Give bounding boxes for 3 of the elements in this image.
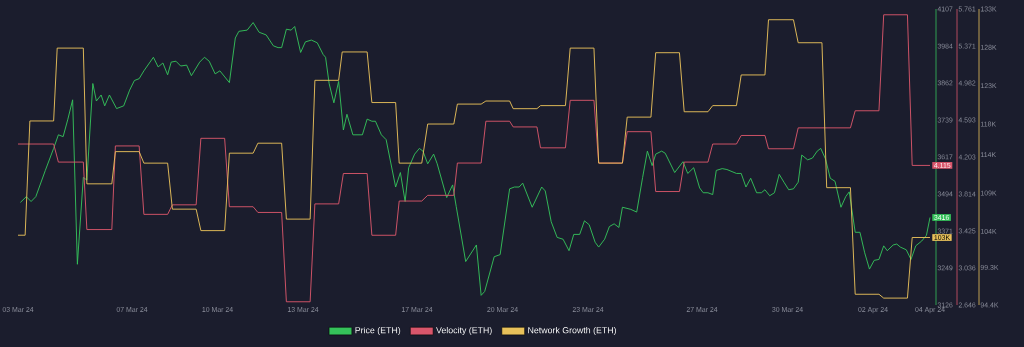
legend-label: Velocity (ETH) <box>436 326 492 336</box>
legend-label: Network Growth (ETH) <box>528 326 616 336</box>
legend-label: Price (ETH) <box>355 326 401 336</box>
